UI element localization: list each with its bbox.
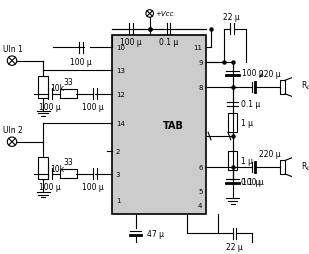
Text: 3: 3 [116, 171, 120, 177]
Text: 0.1 μ: 0.1 μ [241, 100, 260, 109]
Bar [112, 36, 206, 214]
Text: 10k: 10k [51, 164, 65, 173]
Bar [280, 161, 285, 174]
Text: 10: 10 [116, 45, 125, 51]
Text: R$_L$: R$_L$ [301, 80, 309, 92]
Text: 100 μ: 100 μ [242, 69, 264, 78]
Text: 0.1 μ: 0.1 μ [159, 38, 178, 47]
Text: 33: 33 [64, 158, 74, 167]
Text: 12: 12 [116, 91, 125, 97]
Text: 47 μ: 47 μ [147, 229, 164, 238]
Text: 22 μ: 22 μ [226, 242, 243, 251]
Text: 2: 2 [116, 149, 120, 154]
Text: 9: 9 [198, 59, 202, 65]
Bar [60, 169, 77, 179]
Text: 100 μ: 100 μ [70, 58, 92, 67]
Bar [280, 81, 285, 94]
Text: 100 μ: 100 μ [39, 103, 61, 112]
Text: TAB: TAB [163, 120, 184, 130]
Text: UIn 1: UIn 1 [2, 45, 22, 54]
Text: 4: 4 [198, 202, 202, 208]
Text: 14: 14 [116, 120, 125, 126]
Bar [228, 152, 237, 170]
Text: 100 μ: 100 μ [39, 183, 61, 192]
Text: 100 μ: 100 μ [82, 183, 104, 192]
Bar [60, 90, 77, 99]
Text: 100 μ: 100 μ [120, 38, 142, 47]
Text: 1 μ: 1 μ [241, 119, 253, 128]
Text: 13: 13 [116, 68, 125, 74]
Text: 100 μ: 100 μ [242, 177, 264, 186]
Bar [38, 157, 48, 180]
Text: 100 μ: 100 μ [82, 103, 104, 112]
Text: +Vcc: +Vcc [155, 11, 174, 17]
Text: UIn 2: UIn 2 [2, 126, 22, 135]
Text: 0.1 μ: 0.1 μ [241, 177, 260, 186]
Text: 220 μ: 220 μ [259, 149, 281, 158]
Text: R$_L$: R$_L$ [301, 160, 309, 172]
Text: 1 μ: 1 μ [241, 156, 253, 165]
Text: 5: 5 [198, 188, 202, 194]
Text: 11: 11 [193, 45, 202, 51]
Text: 10k: 10k [51, 83, 65, 92]
Bar [38, 76, 48, 99]
Text: 6: 6 [198, 165, 202, 170]
Text: 22 μ: 22 μ [223, 13, 240, 22]
Text: 33: 33 [64, 78, 74, 87]
Bar [228, 114, 237, 133]
Text: 220 μ: 220 μ [259, 69, 281, 78]
Text: 8: 8 [198, 85, 202, 91]
Text: 1: 1 [116, 197, 120, 203]
